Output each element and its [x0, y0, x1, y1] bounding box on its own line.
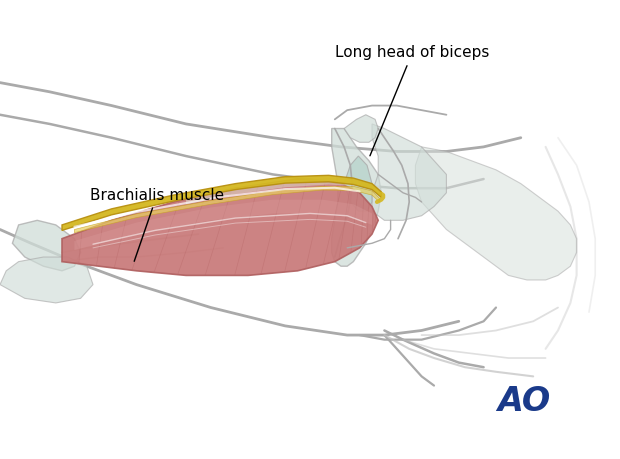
Text: Long head of biceps: Long head of biceps [335, 45, 489, 156]
Polygon shape [344, 156, 372, 211]
Polygon shape [62, 175, 381, 230]
Polygon shape [62, 179, 378, 275]
Polygon shape [344, 115, 378, 142]
Polygon shape [74, 186, 379, 233]
Polygon shape [12, 220, 81, 271]
Polygon shape [332, 129, 381, 266]
Polygon shape [415, 147, 577, 280]
Text: Brachialis muscle: Brachialis muscle [90, 188, 224, 261]
Polygon shape [186, 178, 380, 204]
Polygon shape [74, 200, 372, 250]
Polygon shape [0, 257, 93, 303]
Text: AO: AO [497, 385, 551, 418]
Polygon shape [372, 124, 446, 220]
